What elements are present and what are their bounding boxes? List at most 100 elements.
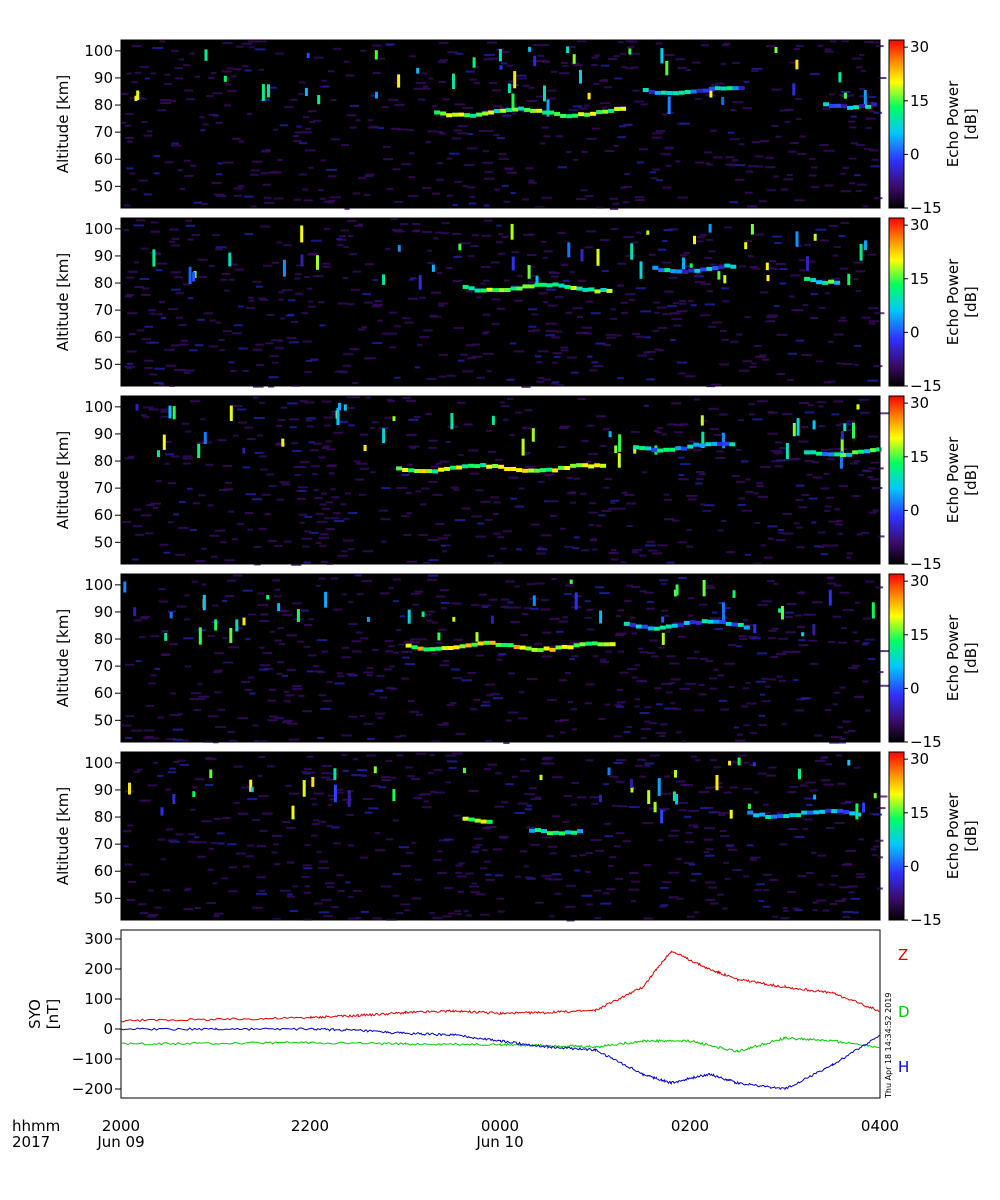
echo-layer-cell	[456, 465, 463, 470]
noise-speck	[302, 864, 312, 867]
noise-speck	[420, 793, 431, 796]
noise-speck	[390, 127, 401, 130]
noise-speck	[325, 882, 336, 885]
echo-layer-cell	[462, 816, 469, 821]
noise-speck	[703, 851, 710, 854]
noise-speck	[802, 827, 809, 830]
echo-streak	[873, 793, 877, 799]
echo-layer-cell	[525, 646, 532, 651]
noise-speck	[581, 894, 593, 897]
noise-speck	[208, 77, 215, 79]
noise-speck	[481, 266, 491, 268]
noise-speck	[717, 674, 725, 677]
noise-speck	[761, 600, 772, 603]
noise-speck	[663, 229, 674, 232]
noise-speck	[455, 913, 462, 916]
noise-speck	[483, 58, 494, 61]
noise-speck	[385, 247, 391, 250]
noise-speck	[868, 322, 876, 325]
noise-speck	[818, 425, 826, 428]
noise-speck	[247, 676, 255, 679]
echo-layer-cell	[458, 112, 465, 117]
echo-layer-cell	[588, 287, 595, 292]
noise-speck	[821, 449, 831, 451]
echo-streak	[701, 431, 705, 448]
noise-speck	[452, 677, 463, 680]
noise-speck	[259, 225, 271, 228]
noise-speck	[586, 460, 592, 463]
noise-speck	[409, 55, 416, 58]
noise-speck	[126, 899, 136, 901]
noise-speck	[330, 577, 338, 580]
noise-speck	[431, 291, 441, 294]
noise-speck	[215, 195, 227, 197]
noise-speck	[360, 637, 369, 640]
noise-speck	[564, 905, 576, 908]
noise-speck	[759, 140, 770, 143]
noise-speck	[301, 537, 313, 540]
noise-speck	[505, 783, 514, 786]
noise-speck	[535, 582, 545, 585]
echo-layer-cell	[474, 288, 481, 293]
noise-speck	[518, 487, 525, 490]
echo-streak	[160, 807, 164, 816]
noise-speck	[544, 97, 556, 100]
noise-speck	[217, 439, 227, 442]
noise-speck	[766, 580, 775, 582]
noise-speck	[784, 121, 791, 124]
echo-streak	[700, 415, 704, 426]
noise-speck	[256, 40, 267, 43]
y-tick-label: 90	[94, 69, 113, 87]
noise-speck	[371, 648, 379, 651]
noise-speck	[542, 756, 554, 759]
noise-speck	[299, 81, 306, 84]
noise-speck	[417, 343, 423, 346]
noise-speck	[552, 361, 558, 364]
noise-speck	[851, 57, 862, 60]
noise-speck	[202, 123, 209, 126]
noise-speck	[829, 224, 838, 227]
noise-speck	[346, 114, 357, 117]
noise-speck	[540, 599, 549, 602]
noise-speck	[620, 561, 627, 564]
noise-speck	[415, 752, 427, 755]
noise-speck	[776, 812, 783, 815]
noise-speck	[265, 342, 274, 345]
noise-speck	[814, 734, 823, 737]
colorbar-tick-label: −15	[910, 911, 942, 929]
noise-speck	[507, 397, 514, 400]
noise-speck	[348, 895, 354, 898]
noise-speck	[141, 615, 151, 618]
noise-speck	[289, 792, 300, 795]
noise-speck	[796, 45, 804, 47]
noise-speck	[708, 250, 716, 253]
echo-layer-cell	[519, 645, 526, 650]
echo-streak	[660, 809, 664, 824]
noise-speck	[247, 844, 255, 847]
noise-speck	[341, 656, 351, 659]
noise-speck	[605, 650, 612, 653]
colorbar-label: Echo Power	[944, 258, 962, 345]
noise-speck	[870, 165, 880, 168]
noise-speck	[152, 47, 164, 49]
echo-streak	[813, 233, 817, 241]
timestamp: Thu Apr 18 14:34:52 2019	[884, 992, 893, 1099]
y-tick-label: 70	[94, 657, 113, 675]
noise-speck	[718, 363, 729, 366]
echo-layer-cell	[501, 643, 508, 647]
noise-speck	[388, 587, 394, 590]
noise-speck	[342, 277, 349, 280]
noise-speck	[233, 765, 243, 768]
noise-speck	[671, 318, 683, 321]
noise-speck	[169, 767, 176, 770]
noise-speck	[783, 909, 789, 912]
noise-speck	[308, 618, 314, 621]
echo-layer-cell	[518, 106, 525, 111]
noise-speck	[139, 278, 150, 280]
noise-speck	[501, 50, 510, 53]
noise-speck	[846, 552, 853, 555]
noise-speck	[855, 143, 866, 146]
noise-speck	[855, 601, 861, 604]
noise-speck	[600, 902, 612, 905]
noise-speck	[875, 586, 884, 589]
